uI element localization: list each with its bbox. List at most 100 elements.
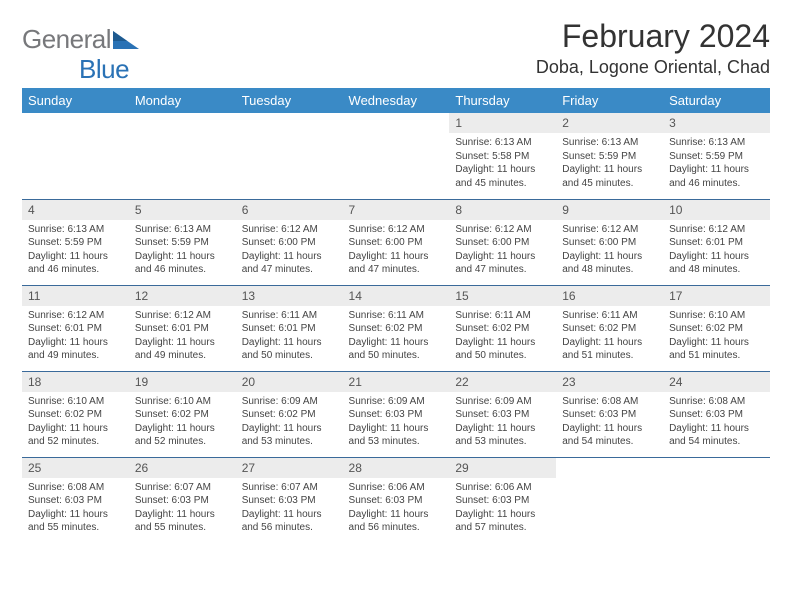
- calendar-cell: 26Sunrise: 6:07 AMSunset: 6:03 PMDayligh…: [129, 457, 236, 543]
- calendar-cell: 10Sunrise: 6:12 AMSunset: 6:01 PMDayligh…: [663, 199, 770, 285]
- day-content: Sunrise: 6:13 AMSunset: 5:59 PMDaylight:…: [556, 133, 663, 196]
- calendar-cell: [663, 457, 770, 543]
- weekday-header: Tuesday: [236, 88, 343, 113]
- day-content: Sunrise: 6:08 AMSunset: 6:03 PMDaylight:…: [556, 392, 663, 455]
- calendar-week: 18Sunrise: 6:10 AMSunset: 6:02 PMDayligh…: [22, 371, 770, 457]
- weekday-header: Sunday: [22, 88, 129, 113]
- day-content: Sunrise: 6:07 AMSunset: 6:03 PMDaylight:…: [129, 478, 236, 541]
- day-content: Sunrise: 6:10 AMSunset: 6:02 PMDaylight:…: [663, 306, 770, 369]
- calendar-cell: 29Sunrise: 6:06 AMSunset: 6:03 PMDayligh…: [449, 457, 556, 543]
- calendar-cell: 2Sunrise: 6:13 AMSunset: 5:59 PMDaylight…: [556, 113, 663, 199]
- calendar-week: 4Sunrise: 6:13 AMSunset: 5:59 PMDaylight…: [22, 199, 770, 285]
- day-number: 8: [449, 200, 556, 220]
- calendar-cell: 16Sunrise: 6:11 AMSunset: 6:02 PMDayligh…: [556, 285, 663, 371]
- calendar-cell: 24Sunrise: 6:08 AMSunset: 6:03 PMDayligh…: [663, 371, 770, 457]
- day-content: Sunrise: 6:09 AMSunset: 6:02 PMDaylight:…: [236, 392, 343, 455]
- calendar-cell: 20Sunrise: 6:09 AMSunset: 6:02 PMDayligh…: [236, 371, 343, 457]
- day-number: 27: [236, 458, 343, 478]
- calendar-cell: 13Sunrise: 6:11 AMSunset: 6:01 PMDayligh…: [236, 285, 343, 371]
- day-content: Sunrise: 6:11 AMSunset: 6:01 PMDaylight:…: [236, 306, 343, 369]
- day-number: 18: [22, 372, 129, 392]
- calendar-cell: 23Sunrise: 6:08 AMSunset: 6:03 PMDayligh…: [556, 371, 663, 457]
- weekday-header: Wednesday: [343, 88, 450, 113]
- day-content: Sunrise: 6:10 AMSunset: 6:02 PMDaylight:…: [129, 392, 236, 455]
- header: General Blue February 2024 Doba, Logone …: [22, 18, 770, 78]
- logo-text-blue: Blue: [79, 54, 129, 85]
- day-number: 3: [663, 113, 770, 133]
- day-number: 2: [556, 113, 663, 133]
- day-number: 25: [22, 458, 129, 478]
- triangle-icon: [113, 31, 139, 49]
- day-content: Sunrise: 6:12 AMSunset: 6:00 PMDaylight:…: [343, 220, 450, 283]
- calendar-cell: 9Sunrise: 6:12 AMSunset: 6:00 PMDaylight…: [556, 199, 663, 285]
- weekday-header: Thursday: [449, 88, 556, 113]
- day-content: Sunrise: 6:13 AMSunset: 5:59 PMDaylight:…: [22, 220, 129, 283]
- calendar-cell: 5Sunrise: 6:13 AMSunset: 5:59 PMDaylight…: [129, 199, 236, 285]
- calendar-cell: 27Sunrise: 6:07 AMSunset: 6:03 PMDayligh…: [236, 457, 343, 543]
- day-content: Sunrise: 6:12 AMSunset: 6:01 PMDaylight:…: [129, 306, 236, 369]
- day-number: 20: [236, 372, 343, 392]
- day-number: 14: [343, 286, 450, 306]
- day-number: 4: [22, 200, 129, 220]
- calendar-cell: 1Sunrise: 6:13 AMSunset: 5:58 PMDaylight…: [449, 113, 556, 199]
- calendar-week: 11Sunrise: 6:12 AMSunset: 6:01 PMDayligh…: [22, 285, 770, 371]
- day-number: 13: [236, 286, 343, 306]
- day-content: Sunrise: 6:12 AMSunset: 6:00 PMDaylight:…: [236, 220, 343, 283]
- logo: General Blue: [22, 24, 139, 55]
- day-number: 23: [556, 372, 663, 392]
- day-content: Sunrise: 6:12 AMSunset: 6:00 PMDaylight:…: [449, 220, 556, 283]
- day-content: Sunrise: 6:10 AMSunset: 6:02 PMDaylight:…: [22, 392, 129, 455]
- day-content: Sunrise: 6:11 AMSunset: 6:02 PMDaylight:…: [556, 306, 663, 369]
- calendar-cell: [236, 113, 343, 199]
- calendar-cell: 6Sunrise: 6:12 AMSunset: 6:00 PMDaylight…: [236, 199, 343, 285]
- day-number: 28: [343, 458, 450, 478]
- calendar-cell: 15Sunrise: 6:11 AMSunset: 6:02 PMDayligh…: [449, 285, 556, 371]
- day-content: Sunrise: 6:06 AMSunset: 6:03 PMDaylight:…: [449, 478, 556, 541]
- day-number: 6: [236, 200, 343, 220]
- day-number: 15: [449, 286, 556, 306]
- day-content: Sunrise: 6:09 AMSunset: 6:03 PMDaylight:…: [343, 392, 450, 455]
- calendar-cell: 8Sunrise: 6:12 AMSunset: 6:00 PMDaylight…: [449, 199, 556, 285]
- calendar-cell: 12Sunrise: 6:12 AMSunset: 6:01 PMDayligh…: [129, 285, 236, 371]
- logo-blue-part: [111, 31, 139, 49]
- day-number: 24: [663, 372, 770, 392]
- day-number: 16: [556, 286, 663, 306]
- weekday-header: Monday: [129, 88, 236, 113]
- day-number: 26: [129, 458, 236, 478]
- day-number: 17: [663, 286, 770, 306]
- day-number: 7: [343, 200, 450, 220]
- day-number: 10: [663, 200, 770, 220]
- calendar-cell: 28Sunrise: 6:06 AMSunset: 6:03 PMDayligh…: [343, 457, 450, 543]
- day-content: Sunrise: 6:12 AMSunset: 6:00 PMDaylight:…: [556, 220, 663, 283]
- day-content: Sunrise: 6:13 AMSunset: 5:59 PMDaylight:…: [663, 133, 770, 196]
- day-content: Sunrise: 6:13 AMSunset: 5:59 PMDaylight:…: [129, 220, 236, 283]
- title-block: February 2024 Doba, Logone Oriental, Cha…: [536, 18, 770, 78]
- calendar-cell: [556, 457, 663, 543]
- location: Doba, Logone Oriental, Chad: [536, 57, 770, 78]
- day-number: 9: [556, 200, 663, 220]
- calendar-cell: 19Sunrise: 6:10 AMSunset: 6:02 PMDayligh…: [129, 371, 236, 457]
- calendar-week: 25Sunrise: 6:08 AMSunset: 6:03 PMDayligh…: [22, 457, 770, 543]
- calendar-table: Sunday Monday Tuesday Wednesday Thursday…: [22, 88, 770, 543]
- day-content: Sunrise: 6:11 AMSunset: 6:02 PMDaylight:…: [343, 306, 450, 369]
- day-number: 19: [129, 372, 236, 392]
- day-content: Sunrise: 6:11 AMSunset: 6:02 PMDaylight:…: [449, 306, 556, 369]
- day-number: 1: [449, 113, 556, 133]
- day-content: Sunrise: 6:06 AMSunset: 6:03 PMDaylight:…: [343, 478, 450, 541]
- calendar-cell: 7Sunrise: 6:12 AMSunset: 6:00 PMDaylight…: [343, 199, 450, 285]
- day-content: Sunrise: 6:12 AMSunset: 6:01 PMDaylight:…: [22, 306, 129, 369]
- day-content: Sunrise: 6:09 AMSunset: 6:03 PMDaylight:…: [449, 392, 556, 455]
- weekday-header: Friday: [556, 88, 663, 113]
- day-content: Sunrise: 6:08 AMSunset: 6:03 PMDaylight:…: [663, 392, 770, 455]
- calendar-cell: 11Sunrise: 6:12 AMSunset: 6:01 PMDayligh…: [22, 285, 129, 371]
- day-number: 22: [449, 372, 556, 392]
- calendar-week: 1Sunrise: 6:13 AMSunset: 5:58 PMDaylight…: [22, 113, 770, 199]
- day-content: Sunrise: 6:08 AMSunset: 6:03 PMDaylight:…: [22, 478, 129, 541]
- weekday-row: Sunday Monday Tuesday Wednesday Thursday…: [22, 88, 770, 113]
- day-number: 29: [449, 458, 556, 478]
- month-title: February 2024: [536, 18, 770, 55]
- day-number: 12: [129, 286, 236, 306]
- day-number: 11: [22, 286, 129, 306]
- calendar-cell: 18Sunrise: 6:10 AMSunset: 6:02 PMDayligh…: [22, 371, 129, 457]
- day-number: 5: [129, 200, 236, 220]
